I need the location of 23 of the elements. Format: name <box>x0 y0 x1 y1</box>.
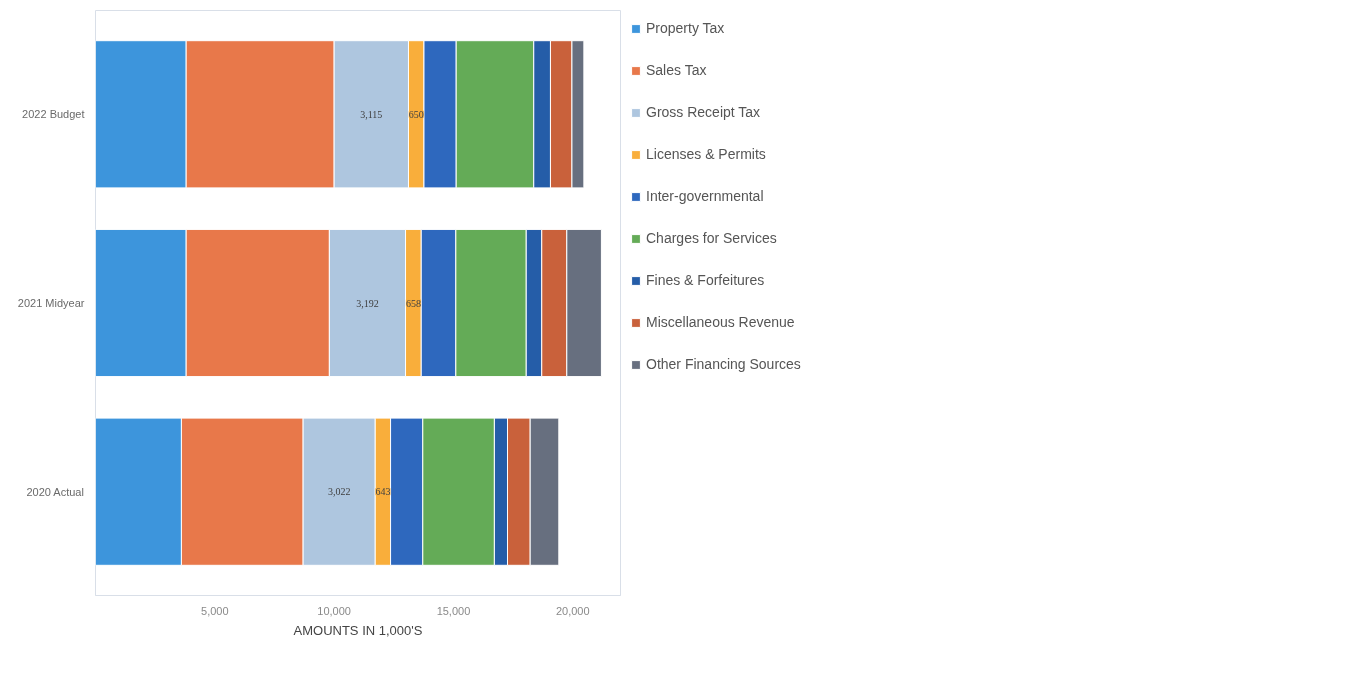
y-tick-label: 2021 Midyear <box>17 297 85 309</box>
y-tick-label: 2020 Actual <box>26 485 84 498</box>
data-label: 650 <box>408 108 424 120</box>
data-label: 3,022 <box>327 486 351 498</box>
data-label: 3,192 <box>356 297 379 309</box>
legend-label: Miscellaneous Revenue <box>646 314 795 330</box>
data-label: 3,115 <box>360 108 383 120</box>
x-tick-label: 5,000 <box>201 604 229 617</box>
x-tick-label: 15,000 <box>436 604 471 617</box>
x-tick-label: 20,000 <box>555 604 590 617</box>
data-label: 643 <box>375 486 391 498</box>
legend-label: Other Financing Sources <box>646 356 801 372</box>
y-tick-label: 2022 Budget <box>22 108 85 121</box>
legend-label: Fines & Forfeitures <box>646 272 765 288</box>
legend-label: Licenses & Permits <box>646 146 766 162</box>
legend-label: Inter-governmental <box>646 188 764 204</box>
x-axis-title: AMOUNTS IN 1,000'S <box>293 622 423 638</box>
x-tick-label: 10,000 <box>317 604 351 617</box>
legend-label: Sales Tax <box>646 62 707 78</box>
data-label: 658 <box>405 297 421 309</box>
legend-label: Gross Receipt Tax <box>646 104 761 120</box>
legend-label: Charges for Services <box>646 230 777 246</box>
legend-label: Property Tax <box>646 20 725 36</box>
